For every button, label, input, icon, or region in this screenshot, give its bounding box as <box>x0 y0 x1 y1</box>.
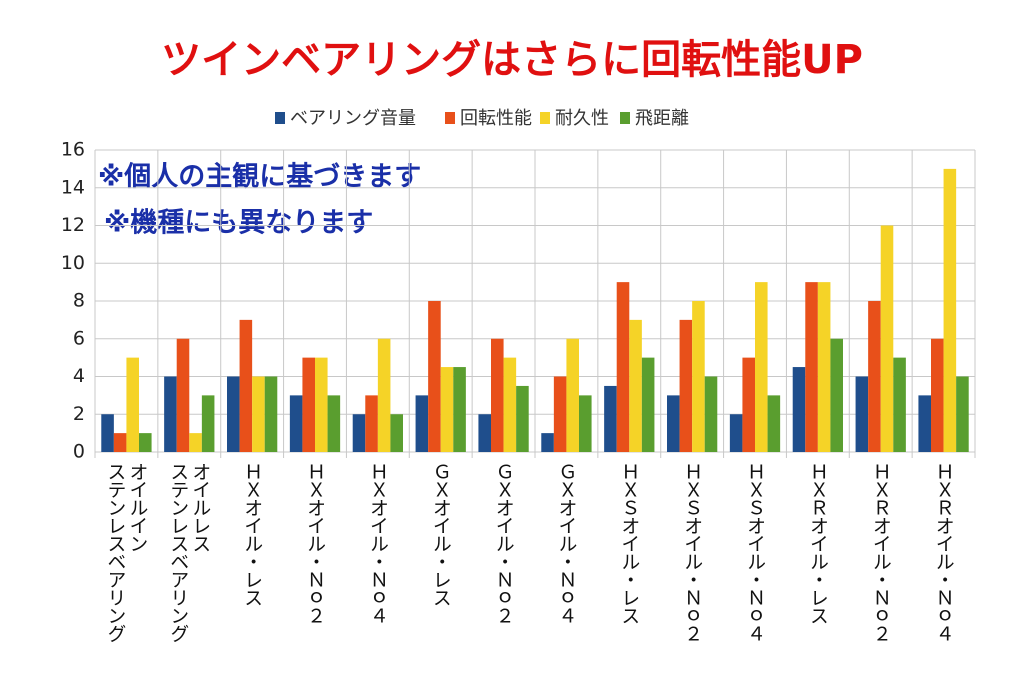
bar <box>453 367 466 452</box>
bar <box>516 385 529 452</box>
bar <box>227 376 240 452</box>
bar <box>541 433 554 452</box>
bar <box>252 376 265 452</box>
bar <box>164 376 177 452</box>
bar <box>113 433 127 452</box>
bar <box>415 395 429 452</box>
bar <box>377 338 391 452</box>
y-tick-label: 14 <box>61 176 85 198</box>
x-tick-label: ＨＸＳオイル・レス <box>618 462 641 624</box>
x-tick-label: ＧＸオイル・レス <box>429 462 452 606</box>
annotation: ※機種にも異なります <box>104 208 373 239</box>
bar <box>893 357 906 452</box>
legend-swatch <box>275 112 285 124</box>
bar <box>805 282 818 452</box>
bar <box>679 319 693 452</box>
bar <box>503 357 517 452</box>
bar <box>327 395 341 452</box>
x-tick-label: ＨＸＳオイル・Ｎｏ４ <box>744 462 766 642</box>
bar <box>918 395 931 452</box>
bar <box>289 395 303 452</box>
y-tick-label: 10 <box>61 252 85 274</box>
bar <box>390 414 403 452</box>
bar <box>792 367 806 452</box>
bar <box>704 376 718 452</box>
y-tick-label: 16 <box>61 139 85 161</box>
y-tick-label: 4 <box>73 365 85 387</box>
chart-title: ツインベアリングはさらに回転性能UP <box>161 37 863 83</box>
bar <box>931 338 944 452</box>
bar <box>579 395 592 452</box>
bar <box>264 376 278 452</box>
x-tick-label: ＧＸオイル・Ｎｏ４ <box>555 462 578 624</box>
x-tick-label: ＨＸオイル・Ｎｏ４ <box>366 462 389 624</box>
x-tick-label: ＨＸＲオイル・レス <box>806 462 829 624</box>
legend-swatch <box>445 112 455 124</box>
x-tick-label: ＨＸＳオイル・Ｎｏ２ <box>681 462 704 642</box>
y-tick-label: 12 <box>61 214 85 236</box>
legend-label: 耐久性 <box>555 108 609 129</box>
x-tick-label: ＨＸオイル・Ｎｏ２ <box>304 462 326 624</box>
annotation: ※個人の主観に基づきます <box>98 161 421 193</box>
bar <box>302 357 315 452</box>
bar <box>139 433 152 452</box>
bar <box>189 433 202 452</box>
bar <box>629 319 642 452</box>
y-tick-label: 0 <box>73 441 85 463</box>
x-tick-label: ＨＸＲオイル・Ｎｏ４ <box>932 462 955 642</box>
bar <box>126 357 139 452</box>
bar <box>176 338 190 452</box>
bar <box>830 338 843 452</box>
bar <box>101 414 114 452</box>
bar <box>956 376 969 452</box>
bar <box>239 319 253 452</box>
bar <box>315 357 328 452</box>
bar <box>855 376 869 452</box>
x-tick-label: ＨＸオイル・レス <box>241 462 264 606</box>
bar <box>729 414 743 452</box>
bar <box>880 225 894 452</box>
bar <box>553 376 567 452</box>
y-tick-label: 8 <box>73 290 85 312</box>
legend-swatch <box>620 112 630 124</box>
bar <box>566 338 579 452</box>
bar <box>943 168 957 452</box>
bar <box>755 282 768 452</box>
legend-label: ベアリング音量 <box>290 108 416 129</box>
bar <box>604 385 617 452</box>
bar <box>868 301 881 452</box>
y-tick-label: 2 <box>73 403 85 425</box>
bar <box>478 414 491 452</box>
bar <box>667 395 680 452</box>
bar <box>201 395 215 452</box>
bar <box>365 395 378 452</box>
bar <box>352 414 366 452</box>
legend-label: 飛距離 <box>635 108 689 129</box>
bar <box>742 357 755 452</box>
legend-swatch <box>540 112 550 124</box>
y-tick-label: 6 <box>73 327 85 349</box>
x-tick-label: ＧＸオイル・Ｎｏ２ <box>492 462 515 624</box>
bar <box>491 338 504 452</box>
bar <box>767 395 781 452</box>
x-tick-label: オイルレス ステンレスベアリング <box>167 462 212 642</box>
bar <box>616 282 630 452</box>
bar <box>817 282 831 452</box>
bar <box>440 367 454 452</box>
legend-label: 回転性能 <box>460 108 532 129</box>
bar <box>428 301 441 452</box>
bar <box>692 301 705 452</box>
x-tick-label: ＨＸＲオイル・Ｎｏ２ <box>869 462 892 642</box>
bar <box>641 357 655 452</box>
x-tick-label: オイルイン ステンレスベアリング <box>104 462 149 642</box>
